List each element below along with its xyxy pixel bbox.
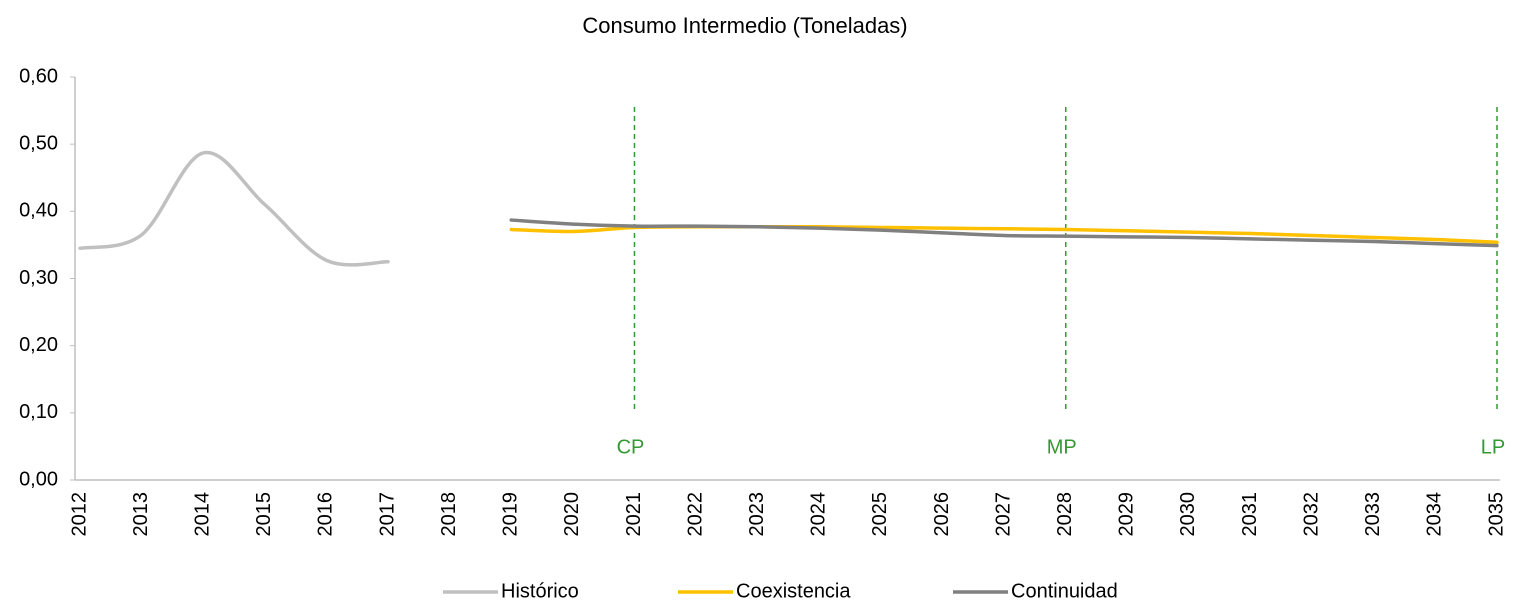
annotation-label: CP — [617, 436, 645, 458]
y-tick-label: 0,60 — [19, 65, 58, 87]
x-tick-label: 2032 — [1300, 492, 1322, 537]
x-tick-label: 2018 — [438, 492, 460, 537]
x-tick-label: 2028 — [1054, 492, 1076, 537]
x-tick-label: 2033 — [1362, 492, 1384, 537]
x-tick-label: 2013 — [130, 492, 152, 537]
x-tick-label: 2034 — [1424, 492, 1446, 537]
y-tick-label: 0,30 — [19, 267, 58, 289]
x-tick-label: 2012 — [68, 492, 90, 537]
x-tick-label: 2024 — [808, 492, 830, 537]
x-tick-label: 2017 — [376, 492, 398, 537]
x-tick-label: 2014 — [191, 492, 213, 537]
y-tick-label: 0,40 — [19, 200, 58, 222]
series-line — [78, 150, 390, 267]
x-tick-label: 2025 — [869, 492, 891, 537]
x-tick-label: 2015 — [253, 492, 275, 537]
y-tick-label: 0,00 — [19, 468, 58, 490]
legend-label: Histórico — [501, 580, 579, 602]
x-tick-label: 2019 — [500, 492, 522, 537]
x-tick-label: 2021 — [623, 492, 645, 537]
x-tick-label: 2030 — [1177, 492, 1199, 537]
chart-title: Consumo Intermedio (Toneladas) — [582, 13, 907, 38]
x-tick-label: 2029 — [1116, 492, 1138, 537]
x-tick-label: 2026 — [931, 492, 953, 537]
x-tick-label: 2035 — [1485, 492, 1507, 537]
legend-label: Coexistencia — [736, 580, 851, 602]
legend-label: Continuidad — [1011, 580, 1118, 602]
series-line — [509, 218, 1499, 248]
y-tick-label: 0,10 — [19, 401, 58, 423]
x-tick-label: 2016 — [315, 492, 337, 537]
annotation-label: LP — [1481, 436, 1505, 458]
x-tick-label: 2022 — [684, 492, 706, 537]
x-tick-label: 2023 — [746, 492, 768, 537]
y-tick-label: 0,20 — [19, 334, 58, 356]
x-tick-label: 2031 — [1239, 492, 1261, 537]
x-tick-label: 2027 — [992, 492, 1014, 537]
annotation-label: MP — [1047, 436, 1077, 458]
y-tick-label: 0,50 — [19, 132, 58, 154]
x-tick-label: 2020 — [561, 492, 583, 537]
